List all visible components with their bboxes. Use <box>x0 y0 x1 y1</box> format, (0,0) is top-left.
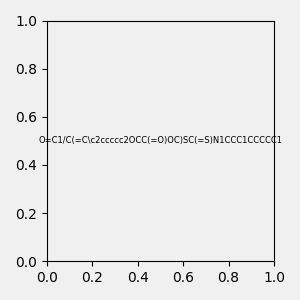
Text: O=C1/C(=C\c2ccccc2OCC(=O)OC)SC(=S)N1CCC1CCCCC1: O=C1/C(=C\c2ccccc2OCC(=O)OC)SC(=S)N1CCC1… <box>38 136 282 146</box>
